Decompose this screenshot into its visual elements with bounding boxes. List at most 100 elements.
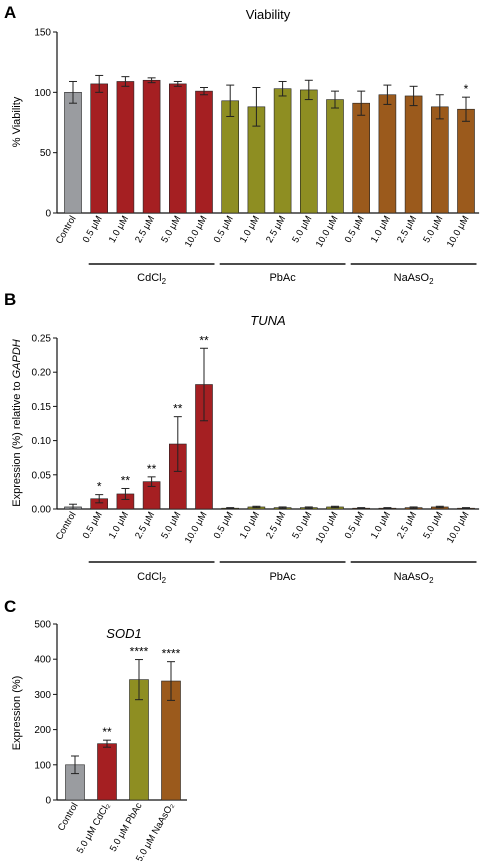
panel-a-category-label: 10.0 μM [445, 214, 472, 249]
panel-a-group-label-text: PbAc [269, 272, 296, 284]
panel-a-category-label: 0.5 μM [81, 214, 105, 245]
panel-c-category-label: 5.0 μM CdCl₂ [75, 801, 113, 856]
panel-c-y-tick-label: 0 [45, 796, 51, 807]
panel-a-y-axis-label: % Viability [11, 96, 23, 147]
panel-b-category-label: 5.0 μM [159, 510, 183, 541]
panel-c-y-tick-label: 100 [34, 760, 51, 771]
panel-b-significance-mark: ** [121, 473, 131, 487]
panel-b-y-tick-label: 0.10 [32, 436, 52, 447]
panel-a-bar [457, 108, 475, 214]
panel-letter-a: A [4, 3, 16, 22]
panel-b-category-label: 1.0 μM [107, 510, 131, 541]
panel-b-category-label: 10.0 μM [314, 510, 341, 545]
panel-a-category-label: 5.0 μM [290, 214, 314, 245]
panel-a-category-label: 0.5 μM [343, 214, 367, 245]
panel-a-group-label: NaAsO2 [394, 272, 434, 286]
panel-b-y-axis-label: Expression (%) relative to GAPDH [11, 339, 23, 507]
panel-b-category-label: 5.0 μM [421, 510, 445, 541]
panel-a-title: Viability [246, 7, 291, 22]
panel-c-category-label: Control [56, 801, 81, 833]
panel-a-bar [273, 88, 292, 214]
panel-a-category-label: 5.0 μM [421, 214, 445, 245]
panel-c-y-tick-label: 200 [34, 725, 51, 736]
panel-b-group-label-text: NaAsO [394, 571, 430, 583]
panel-b-category-label: 10.0 μM [183, 510, 210, 545]
panel-a-bar [378, 94, 397, 214]
panel-a-y-tick-label: 50 [40, 148, 52, 159]
panel-a-y-tick-label: 0 [45, 209, 51, 220]
panel-c-y-tick-label: 400 [34, 655, 51, 666]
panel-a-category-label: 10.0 μM [183, 214, 210, 249]
panel-letter-b: B [4, 290, 16, 309]
panel-a-group-label-text: CdCl [137, 272, 161, 284]
panel-b-category-label: Control [54, 510, 79, 542]
panel-c-significance-mark: **** [130, 645, 149, 659]
panel-a-bar [430, 106, 449, 214]
panel-c-y-tick-label: 500 [34, 620, 51, 631]
panel-b-category-label: 0.5 μM [81, 510, 105, 541]
panel-a-bar [221, 100, 239, 214]
panel-a-y-tick-label: 100 [34, 88, 51, 99]
panel-a-bar [116, 81, 135, 214]
panel-a-bar [326, 99, 344, 214]
panel-b-category-label: 10.0 μM [445, 510, 472, 545]
panel-letter-c: C [4, 597, 16, 616]
panel-a-bar [404, 95, 423, 214]
panel-b-significance-mark: ** [147, 462, 157, 476]
panel-b-y-axis-label-prefix: Expression (%) relative to [11, 378, 23, 506]
panel-a-category-label: 0.5 μM [212, 214, 236, 245]
panel-a-category-label: 1.0 μM [238, 214, 262, 245]
panel-a-category-label: Control [54, 214, 79, 246]
panel-a-group-label-text: NaAsO [394, 272, 430, 284]
panel-b-y-tick-label: 0.25 [32, 334, 52, 345]
panel-b-y-tick-label: 0.00 [32, 505, 52, 516]
panel-c-plot: 0 100 200 300 400 500 Control ** 5.0 μM CdCl₂ ***… [34, 620, 187, 861]
panel-b-category-label: 1.0 μM [369, 510, 393, 541]
panel-a-category-label: 1.0 μM [369, 214, 393, 245]
panel-b-category-label: 2.5 μM [264, 510, 288, 541]
panel-c-title: SOD1 [106, 626, 141, 641]
panel-c-category-label: 5.0 μM PbAc [108, 801, 145, 854]
panel-a-category-label: 10.0 μM [314, 214, 341, 249]
panel-a-y-tick-label: 150 [34, 28, 51, 39]
panel-a-category-label: 1.0 μM [107, 214, 131, 245]
panel-b-plot: 0.00 0.05 0.10 0.15 0.20 0.25 Control * 0.5 μM **… [32, 333, 480, 585]
panel-a-group-label: PbAc [269, 272, 296, 284]
panel-a-bar [169, 83, 187, 214]
panel-b-category-label: 0.5 μM [343, 510, 367, 541]
panel-b-significance-mark: ** [199, 333, 209, 347]
panel-a-group-label: CdCl2 [137, 272, 166, 286]
panel-a-bar [352, 102, 371, 214]
panel-a-significance-mark: * [464, 82, 469, 96]
panel-a-category-label: 2.5 μM [264, 214, 288, 245]
panel-a-bar [64, 92, 82, 214]
panel-b-group-label-text: PbAc [269, 571, 296, 583]
panel-b-category-label: 0.5 μM [212, 510, 236, 541]
panel-c-y-tick-label: 300 [34, 690, 51, 701]
panel-b-group-label: NaAsO2 [394, 571, 434, 585]
panel-b-title: TUNA [250, 313, 285, 328]
panel-b-group-label-subscript: 2 [429, 576, 434, 585]
panel-b-group-label: CdCl2 [137, 571, 166, 585]
panel-b-category-label: 2.5 μM [133, 510, 157, 541]
panel-a-category-label: 2.5 μM [395, 214, 419, 245]
panel-c-y-axis-label: Expression (%) [11, 676, 23, 751]
panel-a-bar [142, 79, 161, 214]
panel-b-group-label: PbAc [269, 571, 296, 583]
panel-a-category-label: 2.5 μM [133, 214, 157, 245]
panel-a-bar [90, 83, 108, 214]
panel-b-category-label: 1.0 μM [238, 510, 262, 541]
panel-c-significance-mark: ** [102, 725, 112, 739]
panel-b-significance-mark: ** [173, 402, 183, 416]
panel-b-y-tick-label: 0.05 [32, 470, 52, 481]
panel-a-bar [195, 90, 213, 214]
panel-b-group-label-text: CdCl [137, 571, 161, 583]
panel-a-category-label: 5.0 μM [159, 214, 183, 245]
panel-b-category-label: 5.0 μM [290, 510, 314, 541]
panel-a-group-label-subscript: 2 [429, 277, 434, 286]
panel-a-bar [299, 89, 318, 214]
panel-b-category-label: 2.5 μM [395, 510, 419, 541]
panel-b-y-tick-label: 0.15 [32, 402, 52, 413]
